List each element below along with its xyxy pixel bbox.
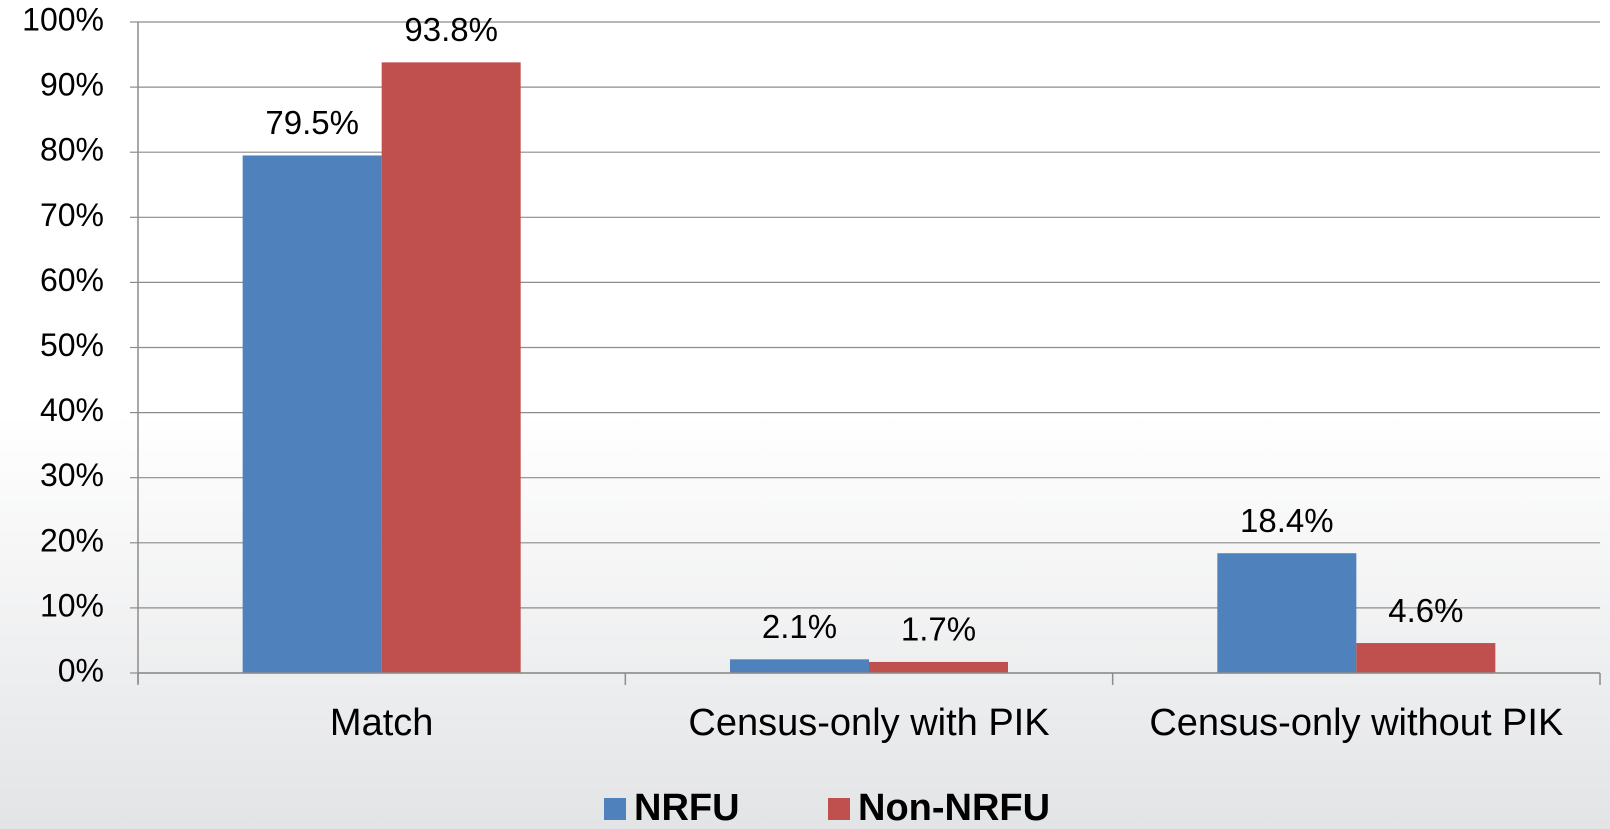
- y-tick-label: 80%: [40, 132, 104, 168]
- y-tick-label: 90%: [40, 67, 104, 103]
- bar: [869, 661, 1008, 673]
- x-tick-label: Census-only without PIK: [1149, 702, 1563, 744]
- x-tick-label: Census-only with PIK: [688, 702, 1049, 744]
- data-label: 93.8%: [404, 11, 498, 48]
- y-tick-label: 20%: [40, 522, 104, 558]
- data-label: 18.4%: [1240, 502, 1334, 539]
- bar: [730, 659, 869, 673]
- bar: [242, 155, 382, 673]
- bar: [1356, 643, 1496, 673]
- y-tick-label: 40%: [40, 392, 104, 428]
- y-tick-label: 70%: [40, 197, 104, 233]
- y-tick-label: 60%: [40, 262, 104, 298]
- bar: [1217, 553, 1357, 673]
- legend-label: Non-NRFU: [858, 787, 1050, 829]
- data-label: 79.5%: [265, 104, 359, 141]
- data-label: 4.6%: [1388, 592, 1463, 629]
- y-tick-label: 10%: [40, 587, 104, 623]
- x-tick-label: Match: [330, 702, 433, 744]
- data-label: 2.1%: [762, 608, 837, 645]
- bar: [381, 62, 521, 673]
- y-tick-label: 30%: [40, 457, 104, 493]
- y-tick-label: 100%: [22, 1, 104, 37]
- legend-swatch: [828, 798, 850, 820]
- legend-swatch: [604, 798, 626, 820]
- legend-label: NRFU: [634, 787, 740, 829]
- data-label: 1.7%: [901, 611, 976, 648]
- y-tick-label: 50%: [40, 327, 104, 363]
- y-tick-label: 0%: [58, 652, 104, 688]
